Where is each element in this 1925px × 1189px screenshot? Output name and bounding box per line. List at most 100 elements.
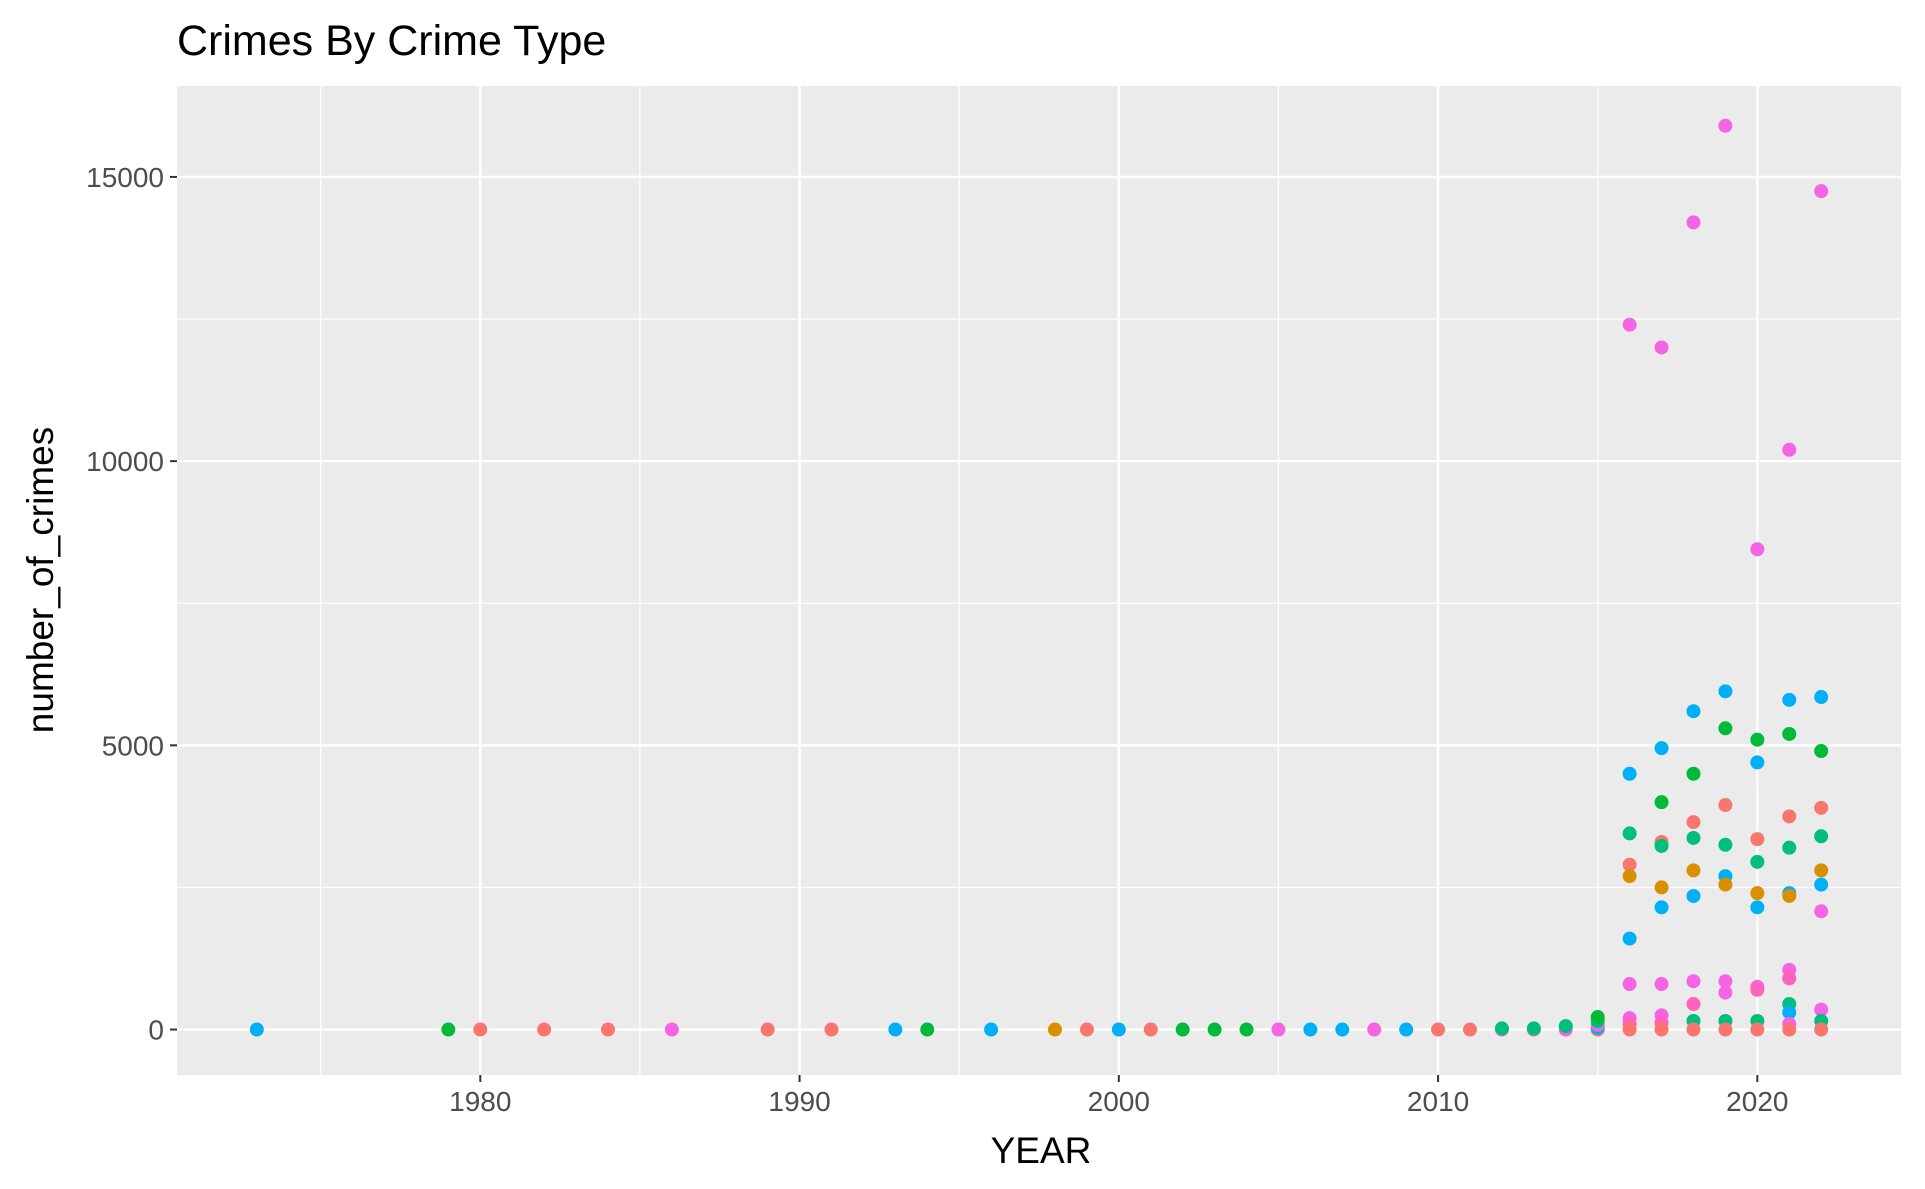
data-point — [249, 1022, 264, 1037]
data-point — [1718, 1022, 1733, 1037]
data-point — [1814, 800, 1829, 815]
data-point — [1622, 977, 1637, 992]
data-point — [1814, 1002, 1829, 1017]
data-point — [1782, 809, 1797, 824]
data-point — [1654, 838, 1669, 853]
data-point — [1239, 1022, 1254, 1037]
data-point — [1431, 1022, 1446, 1037]
data-point — [1718, 877, 1733, 892]
data-point — [1271, 1022, 1286, 1037]
data-point — [1686, 974, 1701, 989]
data-point — [1622, 869, 1637, 884]
data-point — [1718, 684, 1733, 699]
data-point — [1814, 829, 1829, 844]
data-point — [1335, 1022, 1350, 1037]
y-tick-label: 0 — [148, 1015, 164, 1046]
data-point — [1654, 977, 1669, 992]
data-point — [1686, 996, 1701, 1011]
data-point — [1750, 854, 1765, 869]
data-point — [1750, 832, 1765, 847]
data-point — [1814, 184, 1829, 199]
data-point — [1590, 1010, 1605, 1025]
data-point — [1143, 1022, 1158, 1037]
data-point — [1654, 880, 1669, 895]
data-point — [1494, 1021, 1509, 1036]
data-point — [1654, 340, 1669, 355]
data-point — [1047, 1022, 1062, 1037]
data-point — [1686, 766, 1701, 781]
data-point — [1686, 815, 1701, 830]
data-point — [1782, 840, 1797, 855]
data-point — [1111, 1022, 1126, 1037]
y-tick-label: 10000 — [86, 446, 164, 477]
data-point — [1654, 741, 1669, 756]
data-point — [1686, 888, 1701, 903]
data-point — [1782, 971, 1797, 986]
x-tick-label: 1980 — [449, 1086, 511, 1117]
data-point — [1463, 1022, 1477, 1037]
data-point — [1622, 317, 1637, 332]
y-axis-title: number_of_crimes — [20, 427, 61, 733]
data-point — [1718, 985, 1733, 1000]
data-point — [1750, 982, 1765, 997]
y-tick-label: 15000 — [86, 162, 164, 193]
data-point — [1814, 877, 1829, 892]
data-point — [1526, 1021, 1541, 1036]
data-point — [1367, 1022, 1382, 1037]
data-point — [1654, 1022, 1669, 1037]
data-point — [1750, 900, 1765, 915]
data-point — [1814, 1022, 1829, 1037]
data-point — [1718, 118, 1733, 133]
data-point — [1654, 795, 1669, 810]
x-tick-label: 2020 — [1726, 1086, 1788, 1117]
data-point — [1686, 704, 1701, 719]
data-point — [984, 1022, 999, 1037]
y-axis: 0 5000 10000 15000 — [86, 162, 177, 1046]
data-point — [1750, 1022, 1765, 1037]
data-point — [1782, 888, 1797, 903]
chart-title: Crimes By Crime Type — [177, 17, 606, 65]
data-point — [473, 1022, 488, 1037]
data-point — [1782, 1005, 1797, 1020]
data-point — [1718, 974, 1733, 989]
data-point — [1718, 798, 1733, 813]
data-point — [1814, 863, 1829, 878]
data-point — [441, 1022, 456, 1037]
data-point — [1750, 886, 1765, 901]
data-point — [1686, 215, 1701, 230]
data-point — [1782, 692, 1797, 707]
data-point — [760, 1022, 775, 1037]
x-tick-label: 1990 — [768, 1086, 830, 1117]
data-point — [1622, 857, 1637, 872]
plot-panel — [177, 86, 1901, 1075]
data-point — [1814, 744, 1829, 759]
data-point — [1750, 542, 1765, 557]
data-point — [920, 1022, 935, 1037]
data-point — [1686, 830, 1701, 845]
x-axis: 1980 1990 2000 2010 2020 — [449, 1075, 1788, 1117]
data-point — [1782, 1022, 1797, 1037]
data-point — [1654, 900, 1669, 915]
data-point — [1782, 726, 1797, 741]
data-point — [1558, 1019, 1573, 1034]
data-point — [888, 1022, 903, 1037]
data-point — [1207, 1022, 1222, 1037]
data-point — [1814, 904, 1829, 919]
data-point — [1750, 755, 1765, 770]
data-point — [1750, 732, 1765, 747]
data-point — [664, 1022, 679, 1037]
data-point — [1175, 1022, 1190, 1037]
data-point — [537, 1022, 552, 1037]
data-point — [1622, 1022, 1637, 1037]
data-point — [824, 1022, 839, 1037]
data-point — [1686, 1022, 1701, 1037]
data-point — [1718, 721, 1733, 736]
y-tick-label: 5000 — [102, 730, 164, 761]
data-point — [601, 1022, 615, 1037]
data-point — [1686, 863, 1701, 878]
data-point — [1303, 1022, 1318, 1037]
data-point — [1399, 1022, 1414, 1037]
x-axis-title: YEAR — [991, 1130, 1092, 1171]
data-point — [1622, 826, 1637, 841]
